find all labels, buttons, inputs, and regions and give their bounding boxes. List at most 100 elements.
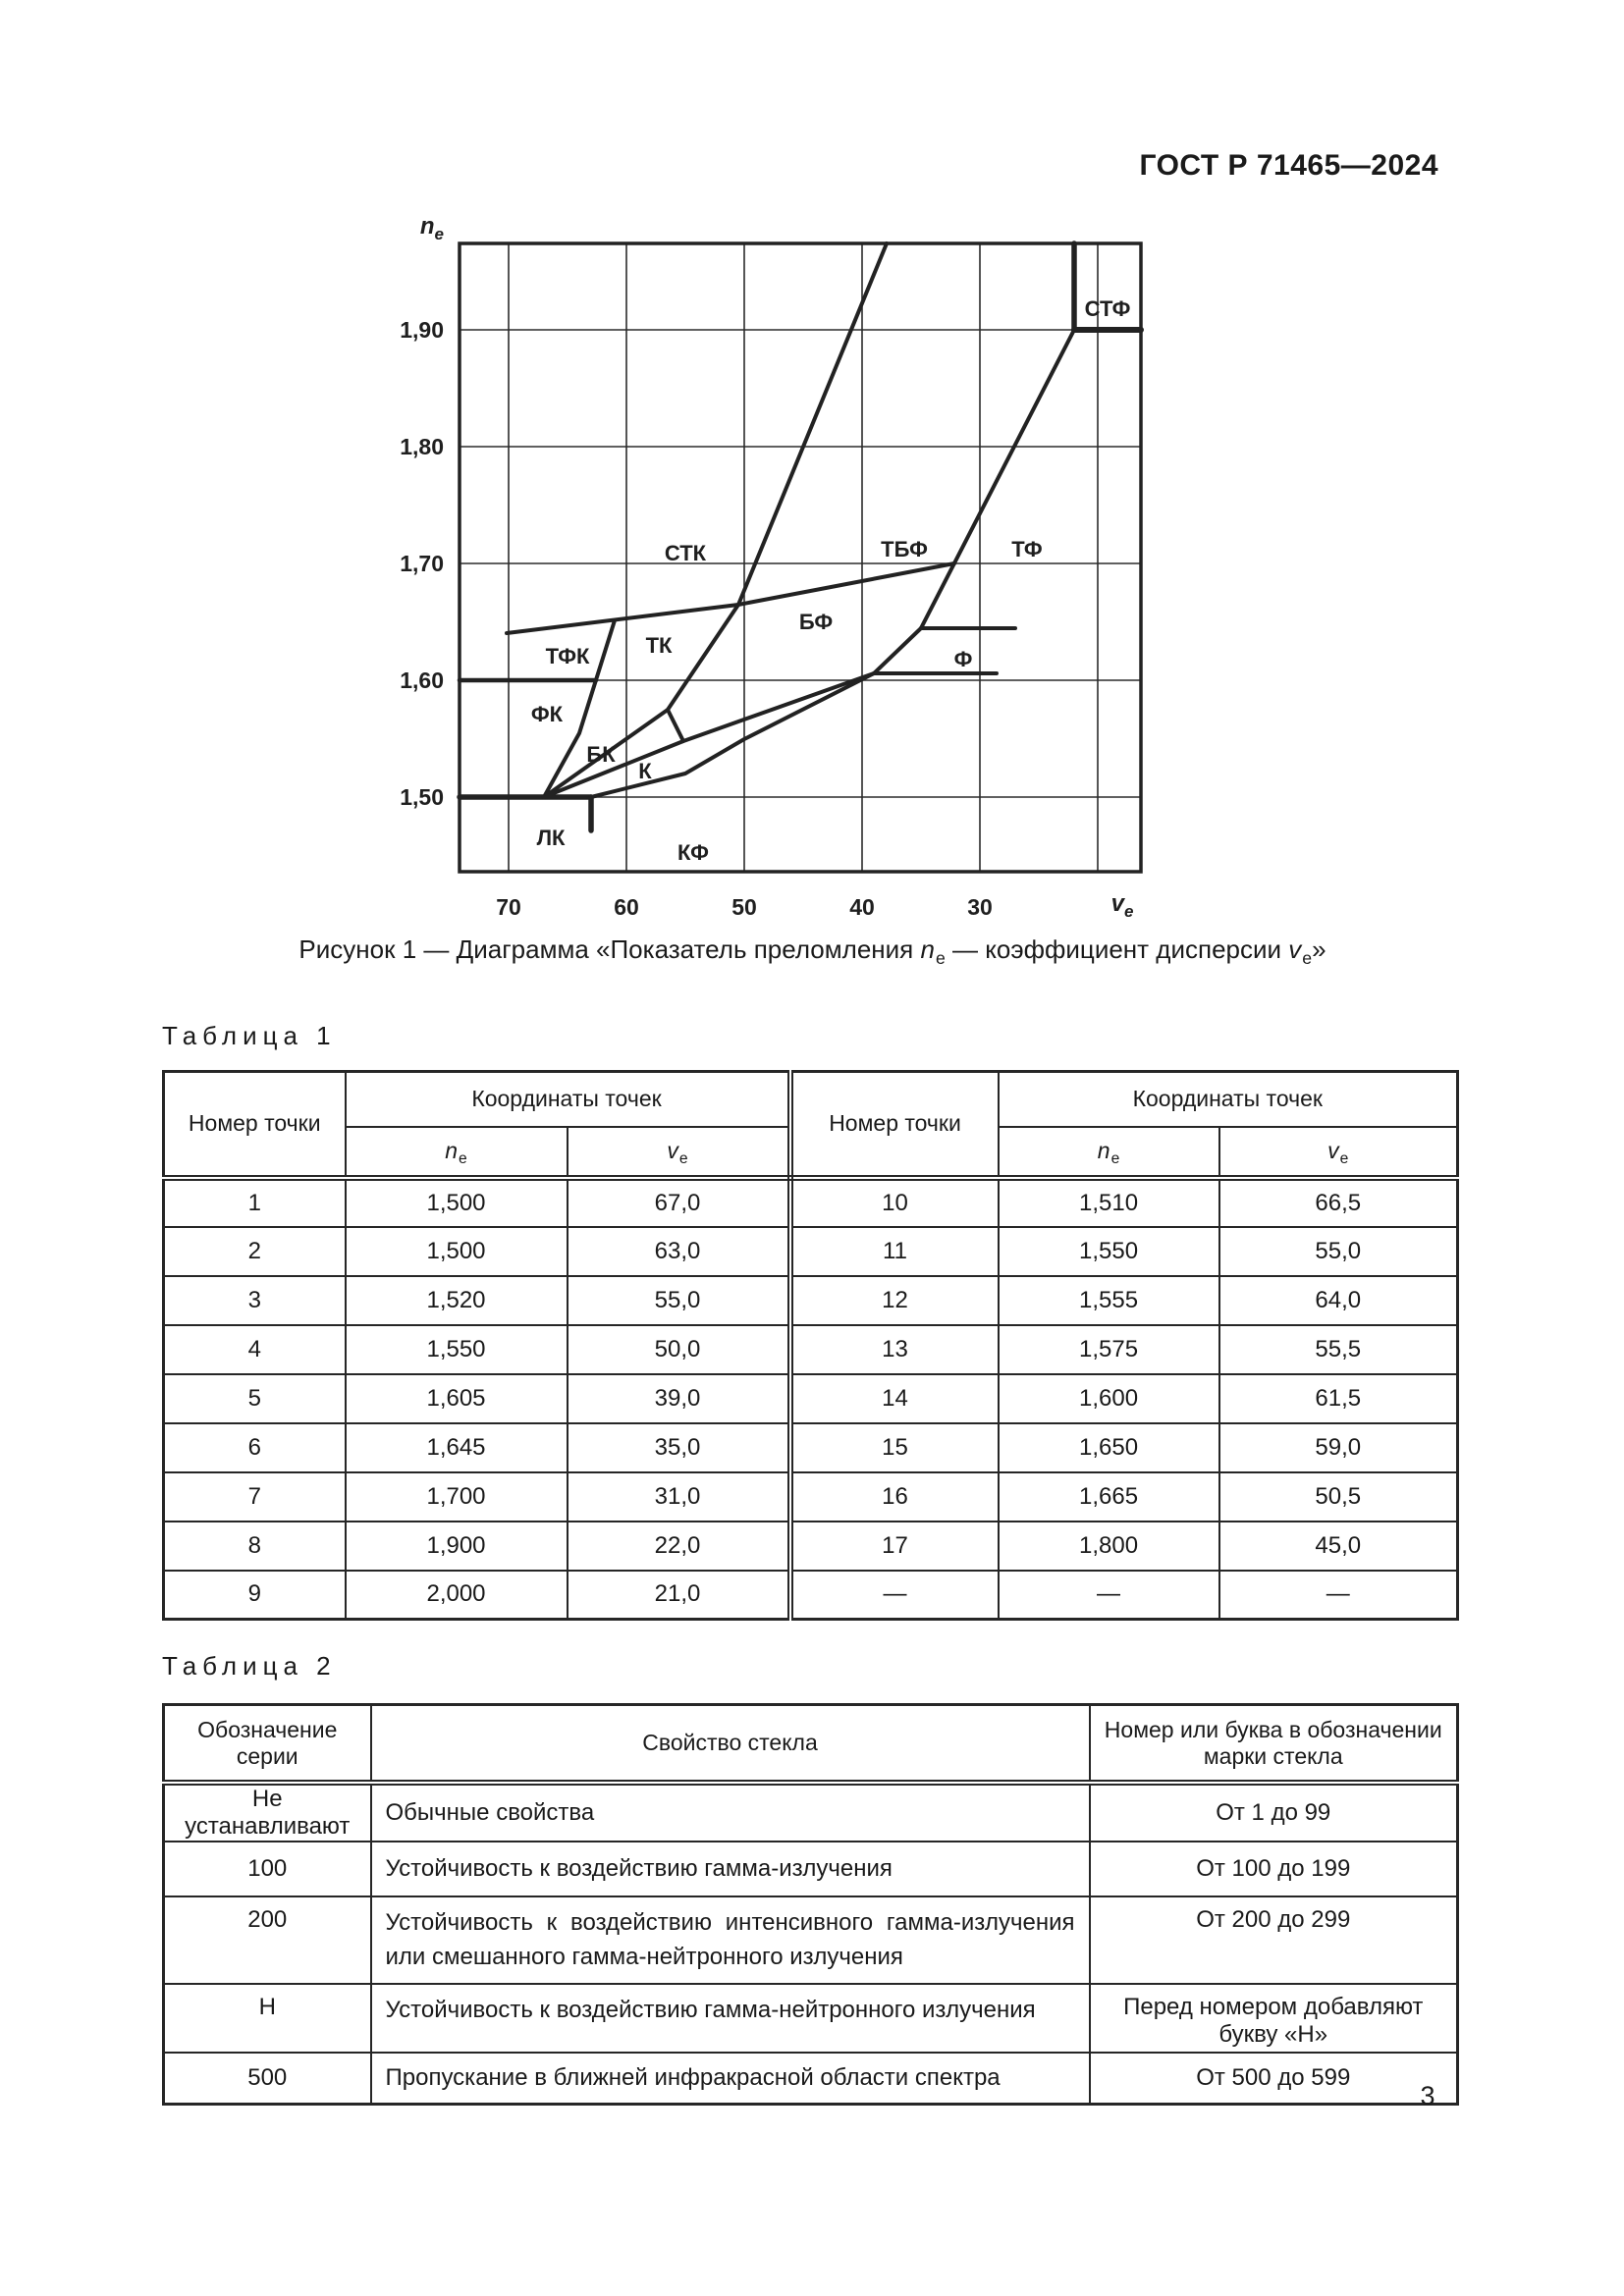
table-cell: 2,000 (344, 1569, 568, 1621)
col-header-coordinates: Координаты точек (344, 1070, 791, 1128)
y-tick: 1,80 (400, 434, 444, 459)
table-cell: 1,550 (344, 1323, 568, 1375)
table-cell: — (786, 1569, 1000, 1621)
region-label-stk: СТК (665, 541, 707, 565)
table-row: 100 Устойчивость к воздействию гамма-излу… (162, 1841, 1459, 1897)
x-axis-tick-labels: 70 60 50 40 30 (496, 894, 993, 920)
figure-caption: Рисунок 1 — Диаграмма «Показатель прелом… (298, 934, 1326, 968)
table-cell: 64,0 (1218, 1274, 1459, 1326)
table-cell: 55,0 (566, 1274, 791, 1326)
table-cell: От 1 до 99 (1088, 1782, 1459, 1842)
table-cell: 21,0 (566, 1569, 791, 1621)
table-cell: 4 (162, 1323, 347, 1375)
region-label-k: К (638, 759, 652, 783)
col-header-series: Обозначение серии (162, 1703, 372, 1786)
table-cell: 3 (162, 1274, 347, 1326)
table-cell: 31,0 (566, 1470, 791, 1522)
table-cell: 1,500 (344, 1176, 568, 1228)
table-cell: 11 (786, 1225, 1000, 1277)
table-row: 9 2,000 21,0— — — (162, 1569, 1459, 1621)
table-cell: 13 (786, 1323, 1000, 1375)
region-label-stf: СТФ (1085, 296, 1131, 321)
table-cell: 1,520 (344, 1274, 568, 1326)
x-tick: 70 (496, 894, 521, 920)
table-cell: 17 (786, 1520, 1000, 1572)
col-header-point-number: Номер точки (786, 1070, 1000, 1181)
table-cell: — (997, 1569, 1220, 1621)
y-tick: 1,60 (400, 667, 444, 693)
table-cell: 7 (162, 1470, 347, 1522)
table-cell: 1,700 (344, 1470, 568, 1522)
col-header-ne: ne (997, 1125, 1220, 1181)
y-axis-tick-labels: 1,90 1,80 1,70 1,60 1,50 (400, 317, 444, 810)
table-header-row: Номер точки Координаты точек Номер точки… (162, 1070, 1459, 1181)
table-cell: Устойчивость к воздействию гамма-излучен… (369, 1841, 1091, 1897)
table-header-row: Обозначение серии Свойство стекла Номер … (162, 1703, 1459, 1786)
table-row: 5 1,605 39,0 14 1,600 61,5 (162, 1372, 1459, 1424)
table-cell: 1,900 (344, 1520, 568, 1572)
table-cell: 61,5 (1218, 1372, 1459, 1424)
table-cell: 1,555 (997, 1274, 1220, 1326)
table-cell: 63,0 (566, 1225, 791, 1277)
table-cell: 50,5 (1218, 1470, 1459, 1522)
table-cell: 1,500 (344, 1225, 568, 1277)
table-cell: 22,0 (566, 1520, 791, 1572)
table-cell: 1,645 (344, 1421, 568, 1473)
table-cell: 500 (162, 2051, 372, 2106)
col-header-mark-number: Номер или буква в обозначении марки стек… (1088, 1703, 1459, 1786)
table-cell: 1,575 (997, 1323, 1220, 1375)
table-cell: 200 (162, 1896, 372, 1985)
region-label-tf: ТФ (1011, 537, 1043, 561)
table-row: 7 1,700 31,0 16 1,665 50,5 (162, 1470, 1459, 1522)
table-cell: Обычные свойства (369, 1782, 1091, 1842)
table-cell: 1,800 (997, 1520, 1220, 1572)
table-cell: Пропускание в ближней инфракрасной облас… (369, 2051, 1091, 2106)
page-number: 3 (1420, 2081, 1435, 2110)
table-cell: Перед номером добавляют букву «Н» (1088, 1982, 1459, 2054)
region-label-bf: БФ (799, 610, 834, 634)
x-tick: 50 (731, 894, 757, 920)
table-row: Н Устойчивость к воздействию гамма-нейтро… (162, 1982, 1459, 2054)
region-label-tfk: ТФК (546, 644, 590, 668)
table-cell: Устойчивость к воздействию гамма-нейтрон… (369, 1982, 1091, 2054)
x-tick: 40 (849, 894, 875, 920)
x-tick: 30 (967, 894, 993, 920)
table-cell: Устойчивость к воздействию интенсивного … (369, 1896, 1091, 1985)
document-header: ГОСТ Р 71465—2024 (1139, 149, 1438, 182)
table-cell: 1,665 (997, 1470, 1220, 1522)
x-axis-title: ve (1111, 890, 1134, 921)
y-tick: 1,50 (400, 784, 444, 810)
table-cell: 1,510 (997, 1176, 1220, 1228)
table-cell: 50,0 (566, 1323, 791, 1375)
table-cell: 1,605 (344, 1372, 568, 1424)
table-row: 4 1,550 50,0 13 1,575 55,5 (162, 1323, 1459, 1375)
table-2: Обозначение серии Свойство стекла Номер … (162, 1703, 1459, 2107)
region-label-lk: ЛК (537, 826, 566, 850)
table-cell: Н (162, 1982, 372, 2054)
table-cell: 100 (162, 1841, 372, 1897)
x-tick: 60 (614, 894, 639, 920)
table-cell: 2 (162, 1225, 347, 1277)
y-tick: 1,70 (400, 551, 444, 576)
table-1-label: Таблица 1 (162, 1021, 337, 1050)
table-cell: 55,5 (1218, 1323, 1459, 1375)
table-cell: 66,5 (1218, 1176, 1459, 1228)
table-row: Не устанавливают Обычные свойства От 1 до … (162, 1782, 1459, 1842)
figure-1-diagram: СТФ СТК ТБФ ТФ БФ Ф ТФК ТК ФК БК К ЛК КФ… (400, 213, 1144, 921)
col-header-coordinates: Координаты точек (997, 1070, 1459, 1128)
table-cell: — (1218, 1569, 1459, 1621)
table-row: 1 1,500 67,0 10 1,510 66,5 (162, 1176, 1459, 1228)
table-cell: 6 (162, 1421, 347, 1473)
region-labels: СТФ СТК ТБФ ТФ БФ Ф ТФК ТК ФК БК К ЛК КФ (531, 296, 1131, 865)
table-1: Номер точки Координаты точек Номер точки… (162, 1070, 1460, 1621)
table-row: 500 Пропускание в ближней инфракрасной об… (162, 2051, 1459, 2106)
table-cell: 10 (786, 1176, 1000, 1228)
table-cell: 39,0 (566, 1372, 791, 1424)
region-label-tbf: ТБФ (881, 537, 928, 561)
col-header-property: Свойство стекла (369, 1703, 1091, 1786)
table-cell: 45,0 (1218, 1520, 1459, 1572)
table-cell: От 100 до 199 (1088, 1841, 1459, 1897)
table-cell: 59,0 (1218, 1421, 1459, 1473)
table-cell: Не устанавливают (162, 1782, 372, 1842)
